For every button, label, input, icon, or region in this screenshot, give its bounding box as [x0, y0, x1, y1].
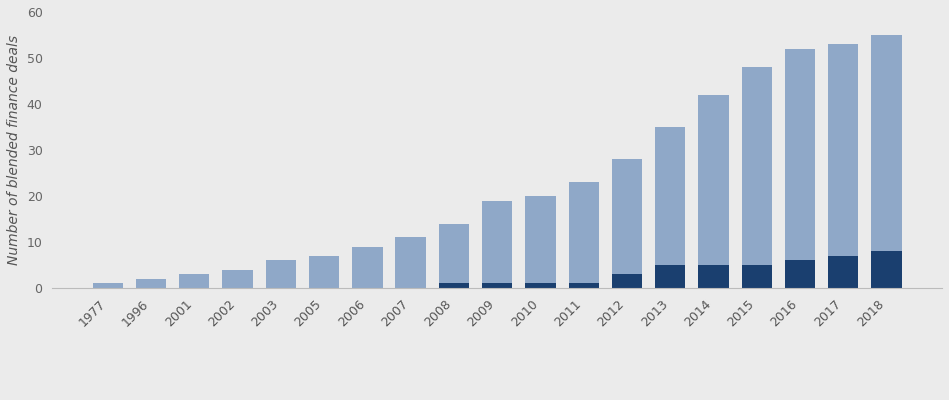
- Bar: [482, 283, 512, 288]
- Bar: [785, 260, 815, 288]
- Bar: [136, 279, 166, 288]
- Bar: [612, 274, 642, 288]
- Bar: [482, 200, 512, 283]
- Bar: [438, 224, 469, 283]
- Bar: [871, 35, 902, 251]
- Bar: [309, 256, 339, 288]
- Bar: [828, 256, 858, 288]
- Bar: [655, 265, 685, 288]
- Bar: [741, 67, 772, 265]
- Bar: [266, 260, 296, 288]
- Bar: [525, 196, 555, 283]
- Bar: [352, 246, 382, 288]
- Bar: [93, 283, 123, 288]
- Bar: [741, 265, 772, 288]
- Bar: [785, 49, 815, 260]
- Bar: [655, 127, 685, 265]
- Bar: [828, 44, 858, 256]
- Bar: [568, 283, 599, 288]
- Bar: [568, 182, 599, 283]
- Bar: [525, 283, 555, 288]
- Bar: [222, 270, 252, 288]
- Bar: [698, 265, 729, 288]
- Bar: [438, 283, 469, 288]
- Y-axis label: Number of blended finance deals: Number of blended finance deals: [7, 35, 21, 265]
- Bar: [612, 159, 642, 274]
- Bar: [179, 274, 210, 288]
- Bar: [698, 95, 729, 265]
- Bar: [871, 251, 902, 288]
- Bar: [396, 237, 426, 288]
